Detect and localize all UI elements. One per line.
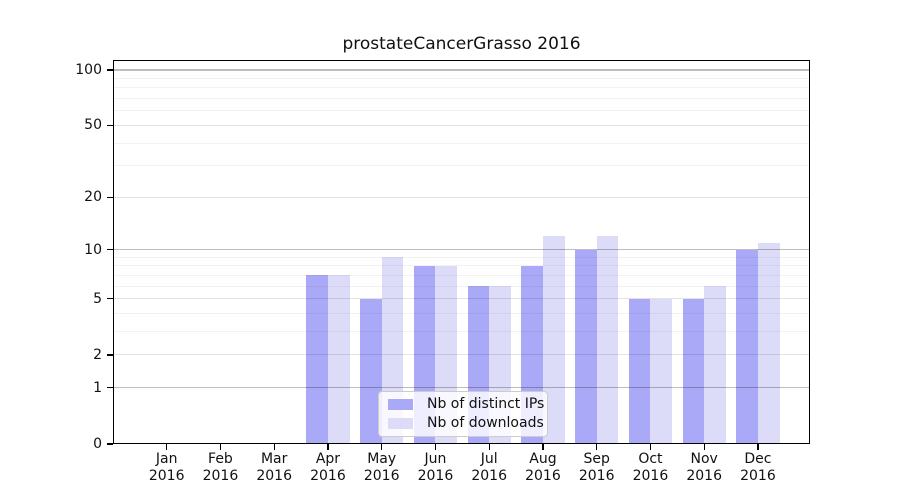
x-tick-apr [327, 444, 329, 450]
x-tick-label-dec: Dec 2016 [740, 451, 776, 484]
y-tick-0 [107, 443, 113, 445]
gridline-9 [113, 256, 810, 258]
x-tick-jul [488, 444, 490, 450]
x-tick-dec [757, 444, 759, 450]
bar-ips-oct [628, 298, 651, 444]
x-tick-sep [596, 444, 598, 450]
x-tick-label-mar: Mar 2016 [256, 451, 292, 484]
y-tick-label-1: 1 [93, 379, 102, 396]
x-tick-label-jul: Jul 2016 [471, 451, 507, 484]
plot-area: Nb of distinct IPs Nb of downloads [107, 60, 810, 450]
y-tick-label-0: 0 [93, 436, 102, 452]
y-tick-2 [107, 354, 113, 356]
gridline-20 [113, 196, 810, 198]
gridline-40 [113, 142, 810, 144]
y-tick-10 [107, 249, 113, 251]
gridline-80 [113, 87, 810, 89]
bar-downloads-aug [542, 236, 565, 444]
legend-item-downloads: Nb of downloads [388, 414, 547, 431]
gridline-2 [113, 354, 810, 356]
legend-label-distinct-ips: Nb of distinct IPs [427, 396, 545, 413]
bar-ips-nov [682, 298, 705, 444]
x-tick-may [381, 444, 383, 450]
y-tick-100 [107, 69, 113, 71]
x-tick-feb [219, 444, 222, 450]
bar-ips-dec [736, 249, 758, 444]
legend: Nb of distinct IPs Nb of downloads [378, 391, 548, 437]
y-tick-label-20: 20 [84, 189, 102, 206]
bar-downloads-sep [596, 236, 619, 444]
bar-downloads-nov [704, 286, 726, 444]
gridline-7 [113, 274, 810, 276]
gridline-1 [113, 387, 810, 389]
x-tick-label-aug: Aug 2016 [525, 451, 561, 484]
x-tick-mar [273, 444, 275, 450]
x-tick-label-apr: Apr 2016 [310, 451, 346, 484]
x-tick-label-feb: Feb 2016 [202, 451, 239, 484]
gridline-60 [113, 110, 810, 112]
bar-downloads-oct [650, 298, 673, 444]
gridline-5 [113, 298, 810, 300]
legend-swatch-downloads [388, 417, 413, 429]
gridline-50 [113, 124, 810, 126]
chart-title: prostateCancerGrasso 2016 [342, 34, 581, 54]
gridline-4 [113, 313, 810, 315]
gridline-70 [113, 98, 810, 100]
x-tick-nov [703, 444, 705, 450]
bar-downloads-apr [327, 275, 350, 444]
x-tick-label-oct: Oct 2016 [632, 451, 669, 484]
x-tick-label-sep: Sep 2016 [578, 451, 615, 484]
y-tick-label-2: 2 [93, 346, 102, 363]
legend-swatch-distinct-ips [388, 399, 413, 411]
y-tick-20 [107, 196, 113, 198]
gridline-100 [113, 69, 810, 71]
gridline-30 [113, 165, 810, 167]
gridline-90 [113, 77, 810, 79]
x-tick-label-jan: Jan 2016 [148, 451, 185, 484]
gridline-3 [113, 331, 810, 333]
gridline-10 [113, 249, 810, 251]
legend-item-distinct-ips: Nb of distinct IPs [388, 397, 547, 412]
x-tick-jan [166, 444, 168, 450]
x-tick-label-nov: Nov 2016 [686, 451, 722, 484]
y-tick-label-100: 100 [75, 62, 102, 78]
bar-ips-apr [306, 275, 328, 444]
legend-label-downloads: Nb of downloads [427, 414, 544, 431]
bar-ips-sep [575, 249, 597, 444]
x-tick-oct [649, 444, 652, 450]
y-tick-50 [107, 124, 113, 127]
bar-downloads-dec [757, 242, 780, 444]
y-tick-1 [107, 387, 113, 389]
gridline-8 [113, 265, 810, 267]
y-tick-label-5: 5 [93, 290, 102, 307]
bar-ips-may [360, 298, 382, 444]
y-tick-label-10: 10 [84, 241, 102, 258]
x-tick-aug [542, 444, 544, 450]
y-tick-5 [107, 298, 113, 300]
x-tick-label-jun: Jun 2016 [417, 451, 454, 484]
x-tick-jun [434, 444, 437, 450]
y-tick-label-50: 50 [84, 117, 102, 134]
gridline-6 [113, 285, 810, 287]
x-tick-label-may: May 2016 [363, 451, 400, 484]
